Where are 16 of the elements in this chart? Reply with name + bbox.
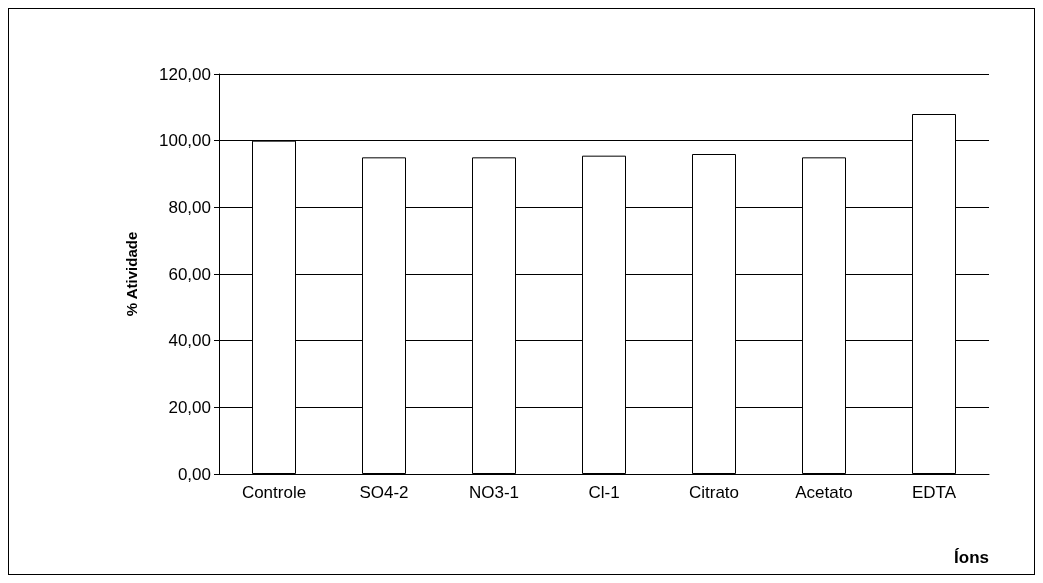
y-tick-label: 20,00 [168, 397, 211, 417]
y-axis-title: % Atividade [123, 231, 140, 317]
y-tick-label: 0,00 [177, 464, 211, 484]
y-tick-label: 120,00 [159, 64, 211, 84]
x-axis-title: Íons [954, 548, 989, 567]
x-tick-label: NO3-1 [468, 483, 520, 502]
y-tick-label: 80,00 [168, 197, 211, 217]
x-tick-label: Cl-1 [588, 483, 620, 502]
x-tick-label: Acetato [795, 483, 853, 502]
x-tick-label: SO4-2 [359, 483, 409, 502]
y-tick-label: 60,00 [168, 264, 211, 284]
x-tick-label: EDTA [911, 483, 957, 502]
x-tick-label: Citrato [688, 483, 740, 502]
x-tick-label: Controle [241, 483, 307, 502]
y-tick-label: 40,00 [168, 331, 211, 351]
y-tick-label: 100,00 [159, 131, 211, 151]
